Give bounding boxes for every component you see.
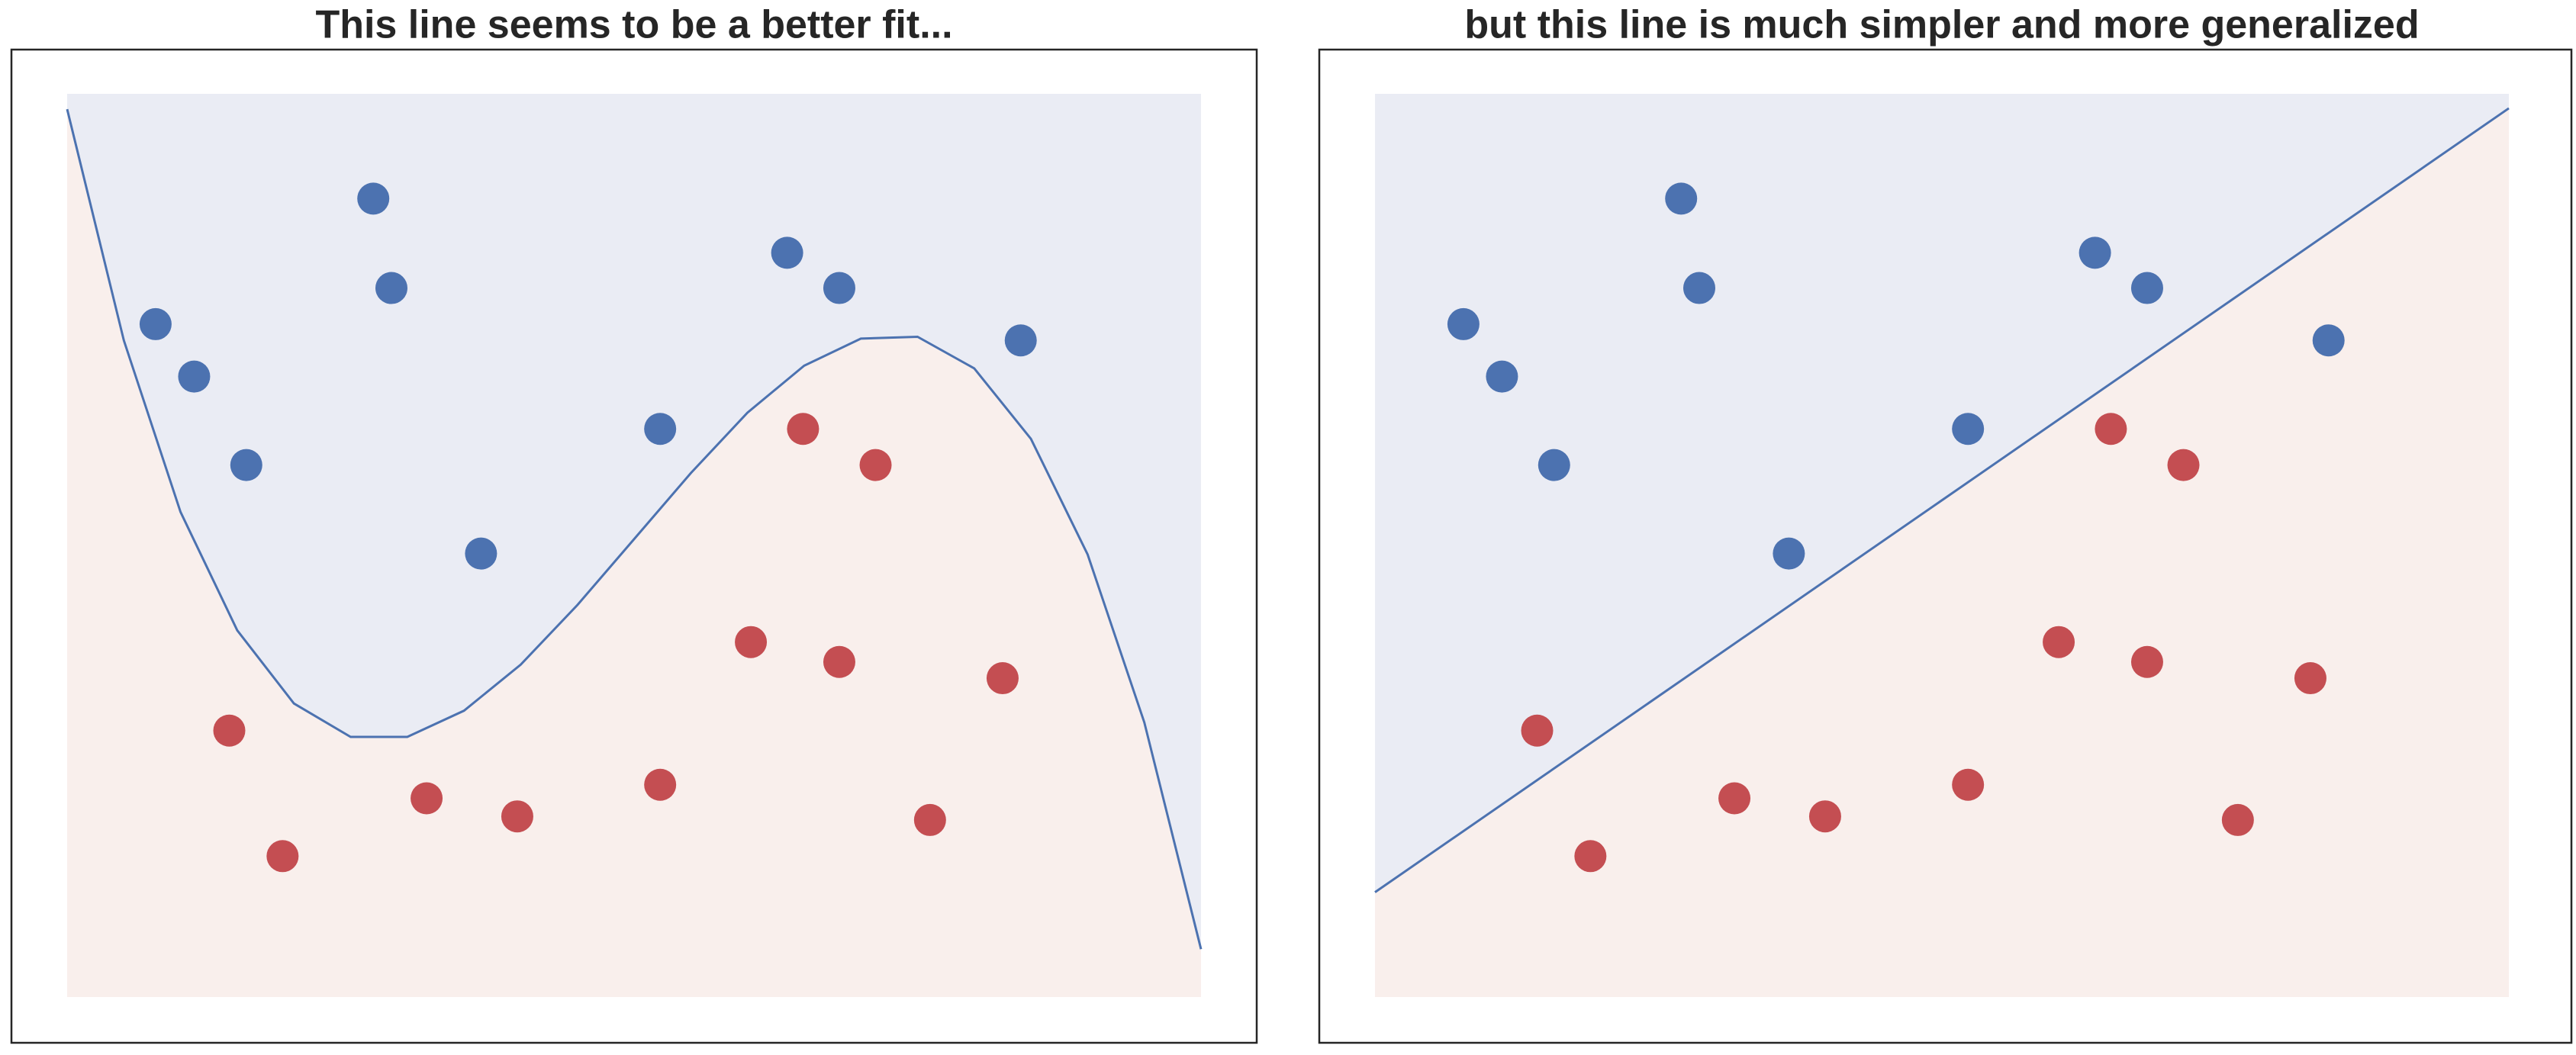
- point: [644, 413, 677, 445]
- point: [859, 449, 892, 481]
- point: [1952, 413, 1985, 445]
- region-below: [67, 109, 1201, 997]
- chart-title: but this line is much simpler and more g…: [1464, 3, 2419, 47]
- point: [771, 236, 803, 269]
- point: [2167, 449, 2200, 481]
- point: [2095, 413, 2127, 445]
- point: [213, 714, 246, 747]
- region-above: [67, 94, 1201, 950]
- point: [1773, 537, 1805, 570]
- plot-area: [1374, 94, 2510, 997]
- point: [1004, 324, 1037, 357]
- point: [2043, 626, 2075, 658]
- chart-title: This line seems to be a better fit...: [315, 3, 952, 47]
- point: [266, 840, 299, 873]
- point: [1952, 768, 1985, 801]
- point: [735, 626, 768, 658]
- point: [644, 768, 677, 801]
- plot-area: [66, 94, 1203, 997]
- point: [1665, 182, 1698, 215]
- point: [2079, 236, 2111, 269]
- boundary-line: [1374, 107, 2510, 893]
- point: [1538, 449, 1570, 481]
- point: [465, 537, 497, 570]
- point: [1718, 782, 1751, 815]
- point: [1486, 360, 1518, 393]
- plot-content: [1375, 94, 2509, 997]
- point: [2130, 645, 2163, 678]
- point: [2221, 803, 2254, 836]
- point: [1682, 272, 1715, 304]
- point: [1521, 714, 1554, 747]
- point: [178, 360, 211, 393]
- boundary-line: [66, 108, 1203, 950]
- plot-content: [67, 94, 1201, 997]
- point: [139, 307, 172, 340]
- point: [823, 645, 855, 678]
- point: [1808, 800, 1841, 833]
- point: [1574, 840, 1607, 873]
- region-above: [1375, 94, 2509, 893]
- point: [357, 182, 390, 215]
- point: [823, 272, 855, 304]
- region-below: [1375, 108, 2509, 997]
- point: [1447, 307, 1480, 340]
- point: [2312, 324, 2345, 357]
- point: [986, 662, 1019, 695]
- point: [2294, 662, 2326, 695]
- point: [2130, 272, 2163, 304]
- point: [501, 800, 533, 833]
- point: [230, 449, 262, 481]
- point: [787, 413, 819, 445]
- point: [375, 272, 407, 304]
- point: [913, 803, 946, 836]
- point: [411, 782, 443, 815]
